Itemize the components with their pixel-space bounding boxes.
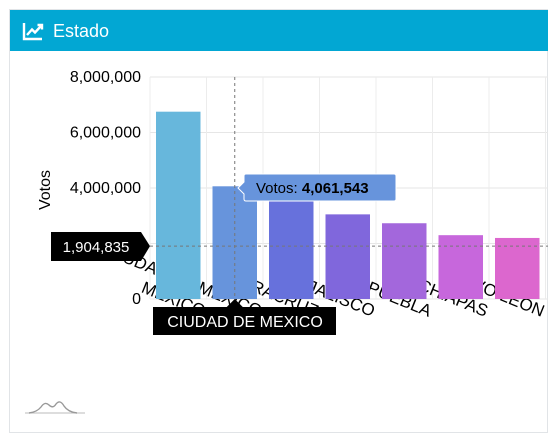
y-axis-label: Votos <box>37 170 54 210</box>
bar[interactable] <box>495 237 540 299</box>
chart-panel: Estado <box>9 9 548 433</box>
tooltip-text: Votos: 4,061,543 <box>256 180 369 197</box>
tooltip-label: Votos: <box>256 180 302 197</box>
y-tick-label: 6,000,000 <box>70 125 141 142</box>
y-tick-label: 0 <box>132 291 141 308</box>
tooltip-value: 4,061,543 <box>302 180 369 197</box>
cursor-x-value: CIUDAD DE MEXICO <box>167 314 323 331</box>
panel-header: Estado <box>10 10 548 51</box>
cursor-x-badge <box>153 299 336 335</box>
cursor-y-badge <box>51 232 150 261</box>
bar[interactable] <box>325 214 371 299</box>
tooltip-box <box>237 173 397 202</box>
bar[interactable] <box>438 235 484 299</box>
bar[interactable] <box>156 111 201 299</box>
panel-title: Estado <box>53 21 110 41</box>
line-chart-icon <box>22 23 44 41</box>
cursor-y-value: 1,904,835 <box>63 239 130 256</box>
bar[interactable] <box>382 223 427 299</box>
y-tick-label: 8,000,000 <box>70 69 141 86</box>
chart-logo-icon[interactable] <box>25 398 85 418</box>
y-tick-label: 4,000,000 <box>70 180 141 197</box>
bar[interactable] <box>269 199 314 299</box>
